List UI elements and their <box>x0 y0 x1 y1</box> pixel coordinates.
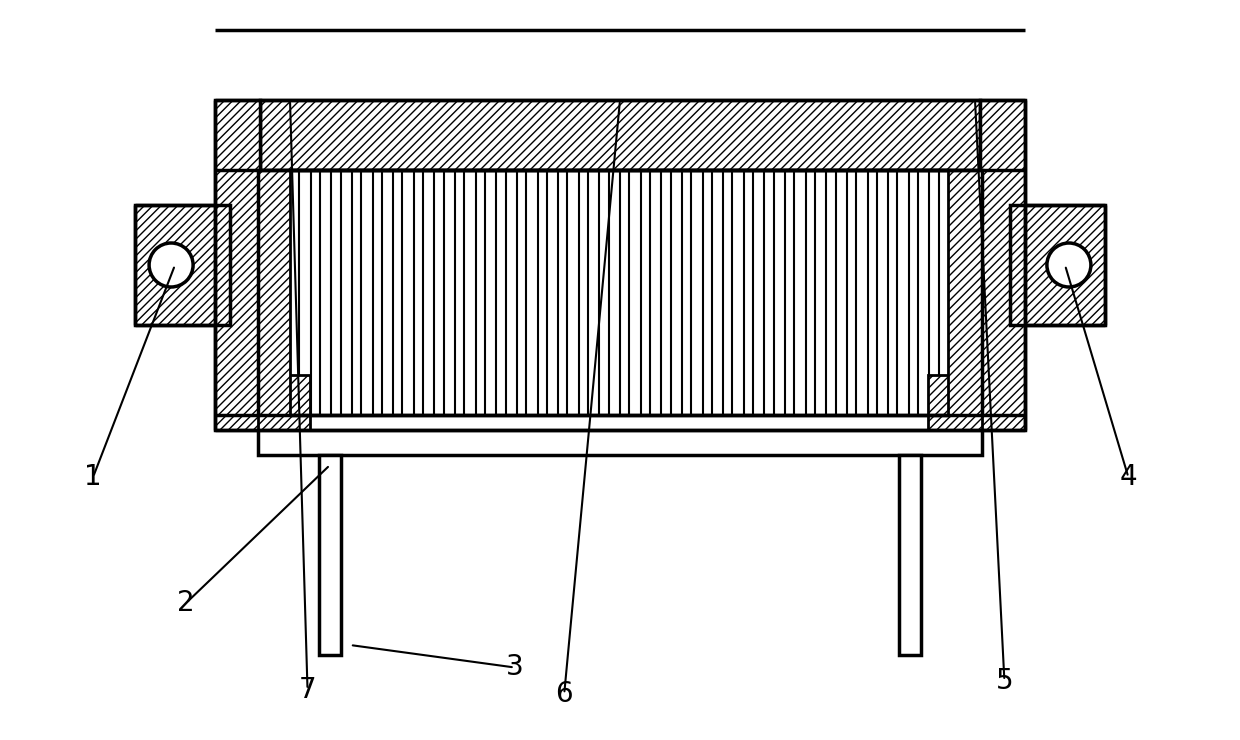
Bar <box>290 170 950 415</box>
Bar <box>980 100 1025 430</box>
Bar <box>258 170 982 415</box>
Bar <box>260 100 980 170</box>
Text: 7: 7 <box>299 676 316 704</box>
Text: 6: 6 <box>556 680 573 708</box>
Text: 4: 4 <box>1120 463 1137 491</box>
Bar <box>135 205 229 325</box>
Bar <box>928 375 982 430</box>
Bar <box>899 455 921 655</box>
Bar <box>258 375 310 430</box>
Bar <box>949 170 982 415</box>
Text: 5: 5 <box>996 667 1013 695</box>
Bar <box>290 170 950 415</box>
Bar <box>1011 205 1105 325</box>
Text: 2: 2 <box>177 589 195 617</box>
Bar <box>319 455 341 655</box>
Bar <box>258 430 982 455</box>
Bar <box>258 170 290 415</box>
Circle shape <box>1047 243 1091 287</box>
Bar <box>215 100 260 430</box>
Text: 3: 3 <box>506 653 523 682</box>
Circle shape <box>149 243 193 287</box>
Bar <box>260 170 980 430</box>
Text: 1: 1 <box>84 463 102 491</box>
